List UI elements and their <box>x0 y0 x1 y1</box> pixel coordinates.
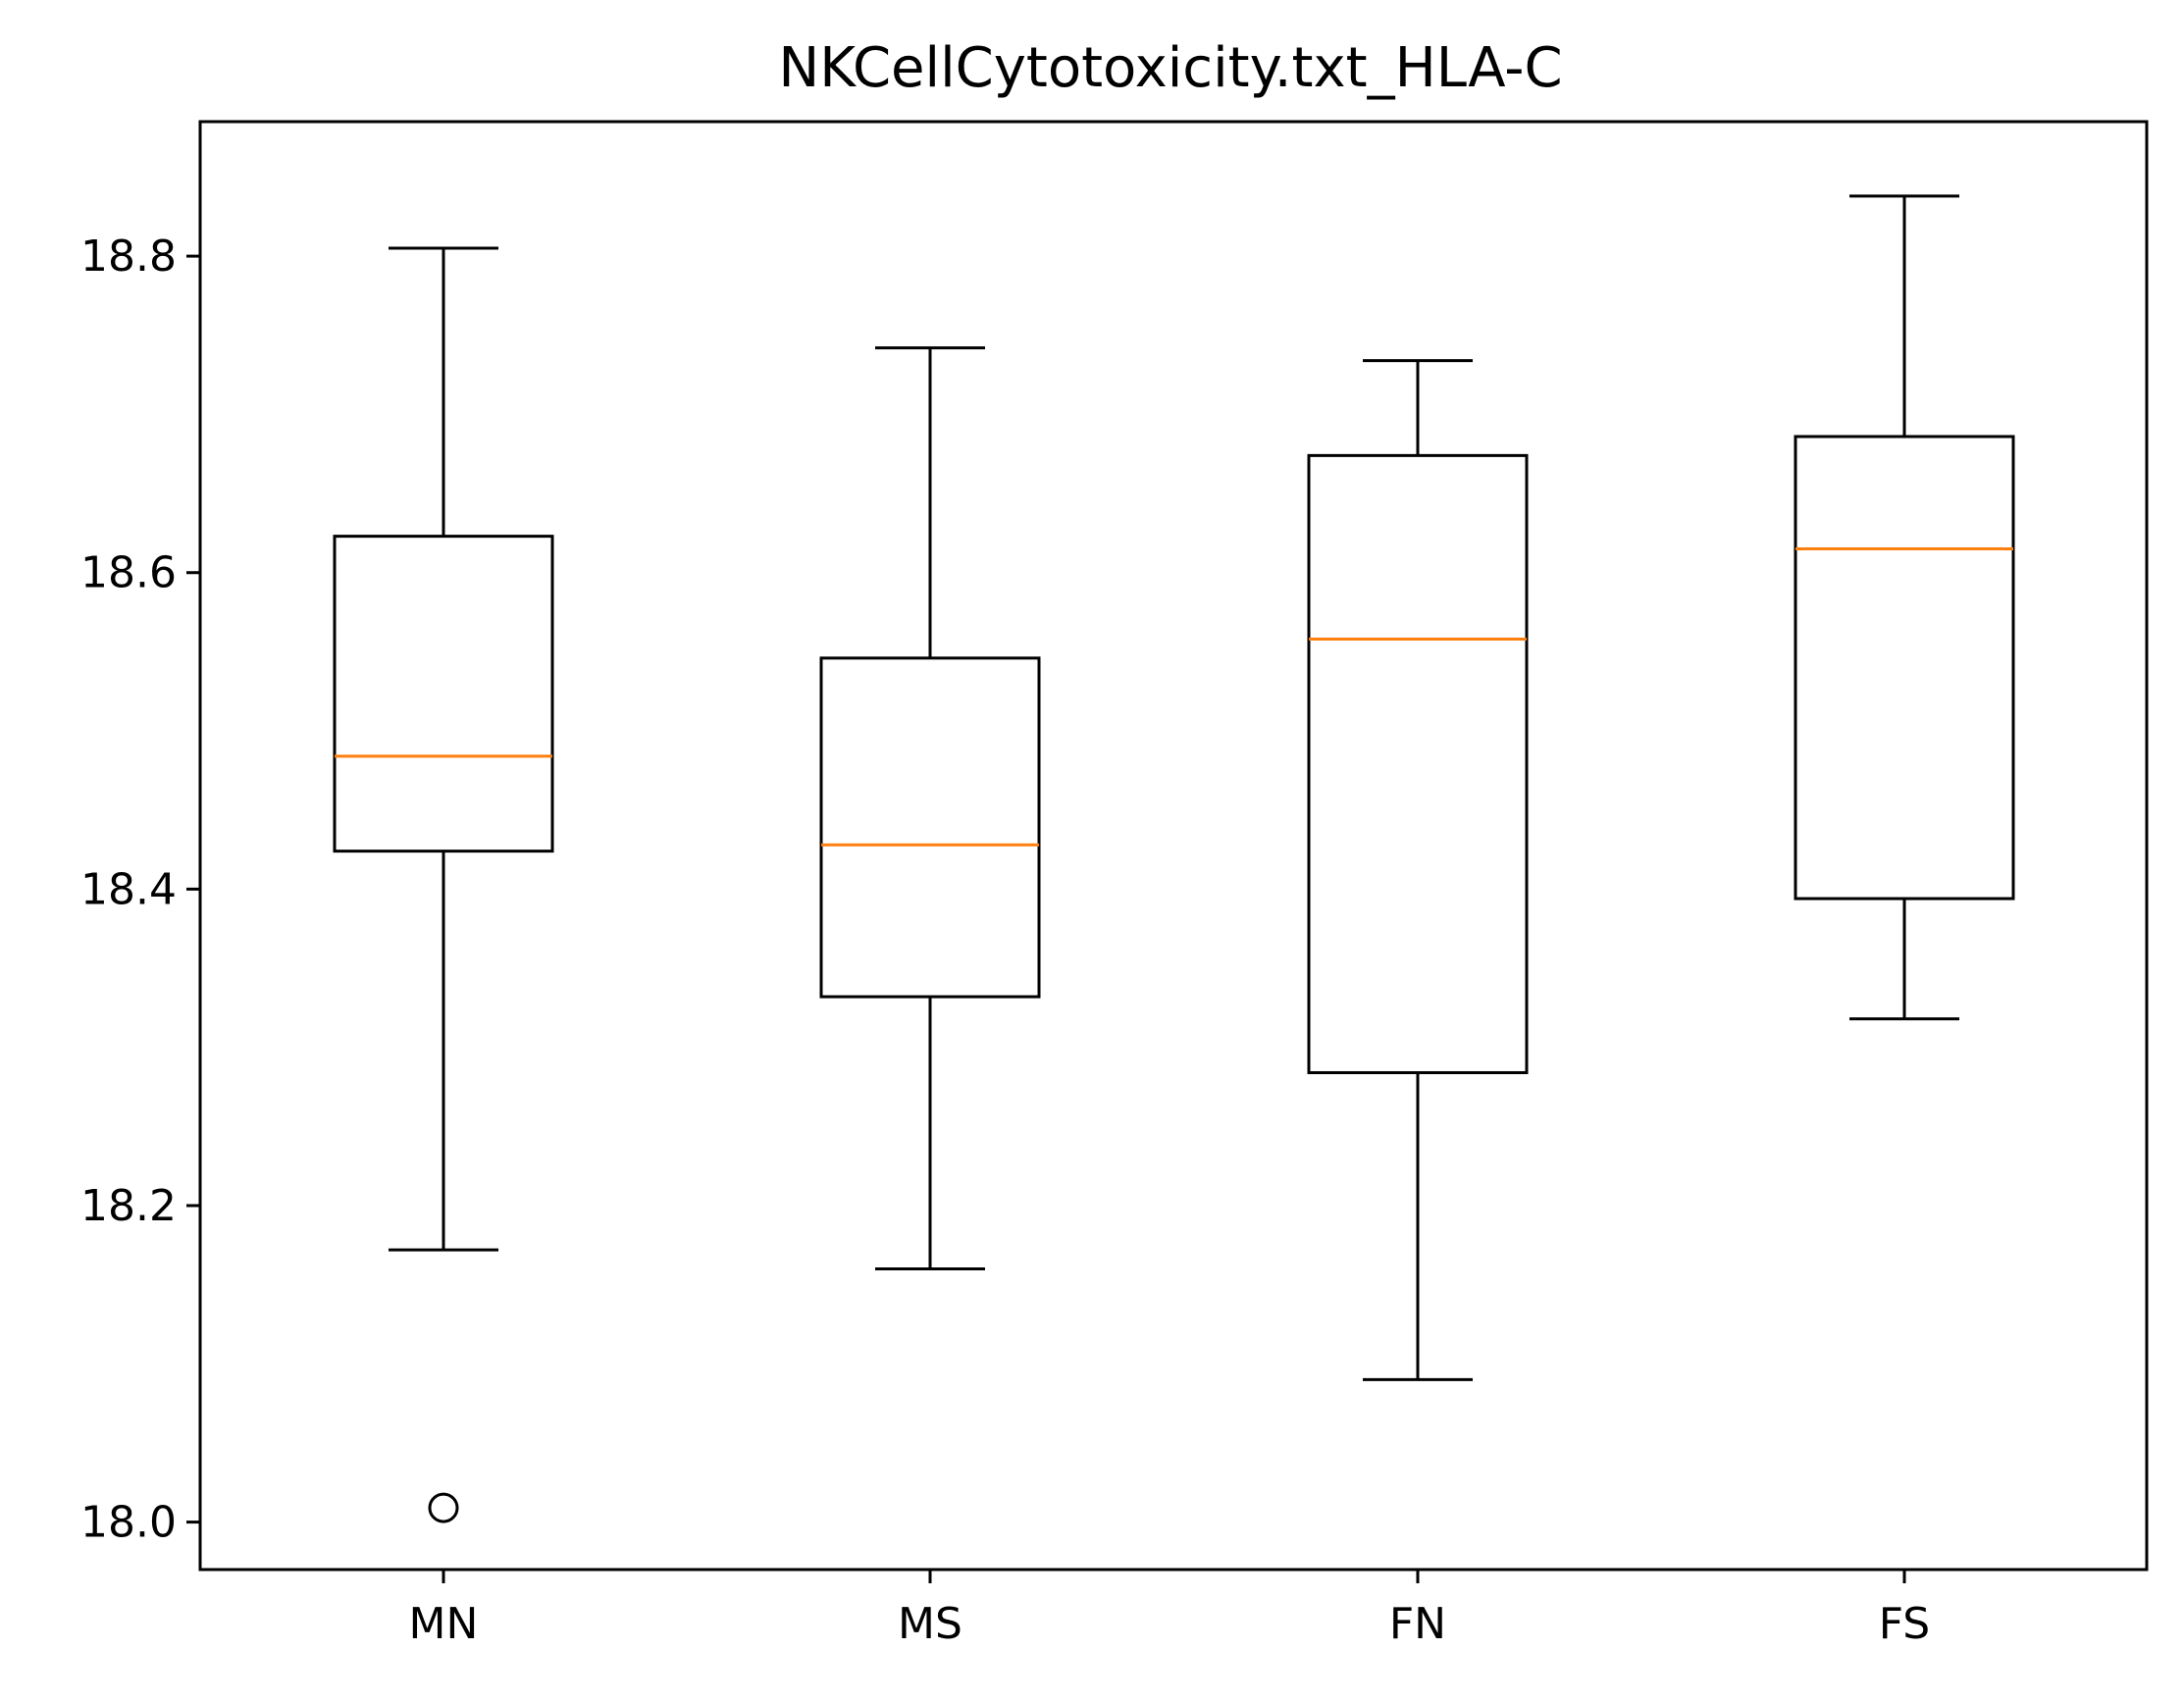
plot-frame <box>198 120 2149 1572</box>
box-group-fs <box>1794 194 2015 1021</box>
y-axis: 18.0 18.2 18.4 18.6 18.8 <box>80 232 200 1548</box>
box-group-mn <box>333 246 554 1523</box>
x-tick-label-mn: MN <box>409 1599 479 1649</box>
x-tick-label-ms: MS <box>898 1599 962 1649</box>
chart-title: NKCellCytotoxicity.txt_HLA-C <box>778 36 1562 100</box>
y-tick-label-2: 18.4 <box>80 864 177 914</box>
y-tick-label-4: 18.8 <box>80 232 177 282</box>
box-fn <box>1307 453 1529 1074</box>
box-ms <box>819 656 1041 999</box>
box-mn <box>333 535 554 853</box>
box-group-ms <box>819 346 1041 1271</box>
x-axis: MN MS FN FS <box>409 1570 1930 1649</box>
box-group-fn <box>1307 359 1529 1381</box>
y-tick-label-0: 18.0 <box>80 1498 177 1548</box>
y-tick-label-3: 18.6 <box>80 548 177 598</box>
x-tick-label-fn: FN <box>1389 1599 1446 1649</box>
y-tick-label-1: 18.2 <box>80 1181 177 1231</box>
plot-marks <box>333 194 2015 1523</box>
x-tick-label-fs: FS <box>1879 1599 1930 1649</box>
outlier-point-mn-0 <box>428 1492 459 1523</box>
box-fs <box>1794 435 2015 901</box>
